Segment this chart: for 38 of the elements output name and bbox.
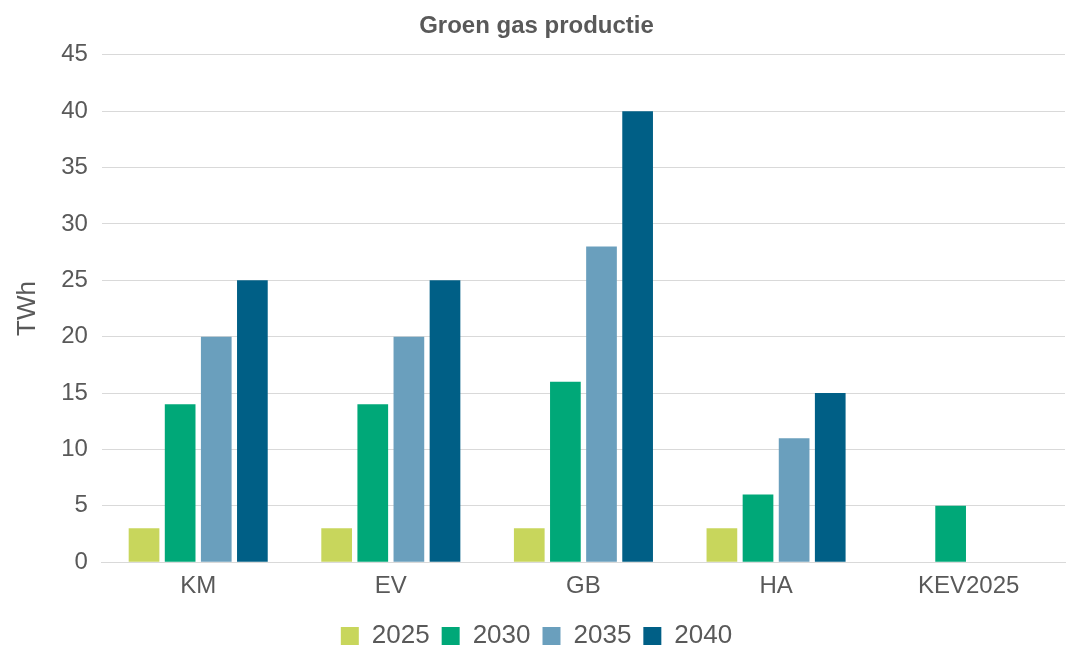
legend-label: 2035: [573, 619, 632, 650]
legend-label: 2040: [674, 619, 733, 650]
bar: [622, 111, 653, 562]
bar: [429, 280, 461, 562]
bar: [935, 505, 966, 562]
chart-title: Groen gas productie: [419, 11, 654, 39]
bar: [164, 404, 196, 562]
bar: [778, 438, 810, 562]
y-tick-label: 35: [61, 152, 88, 180]
bar: [237, 280, 268, 562]
bar: [814, 393, 846, 562]
y-tick-label: 10: [61, 434, 88, 462]
y-tick-label: 5: [74, 490, 88, 518]
y-tick-label: 0: [74, 546, 88, 574]
y-tick-label: 15: [61, 377, 88, 405]
bar: [550, 381, 581, 562]
bar: [586, 246, 617, 562]
x-tick-label: KM: [180, 571, 217, 599]
bar: [513, 528, 545, 562]
bar: [128, 528, 160, 562]
y-tick-label: 40: [61, 95, 88, 123]
bar: [393, 336, 425, 562]
bar: [357, 404, 389, 562]
bar: [742, 494, 774, 562]
x-tick-label: HA: [759, 571, 793, 599]
y-tick-label: 25: [61, 264, 88, 292]
legend-label: 2025: [371, 619, 430, 650]
legend-label: 2030: [472, 619, 531, 650]
x-tick-label: EV: [374, 571, 407, 599]
x-tick-label: KEV2025: [917, 571, 1020, 599]
bar: [200, 336, 232, 562]
y-tick-label: 45: [61, 39, 88, 67]
y-tick-label: 30: [61, 208, 88, 236]
bar: [321, 528, 352, 562]
y-axis-title: TWh: [10, 281, 41, 336]
x-tick-label: GB: [566, 571, 601, 599]
bar: [706, 528, 738, 562]
y-tick-label: 20: [61, 321, 88, 349]
